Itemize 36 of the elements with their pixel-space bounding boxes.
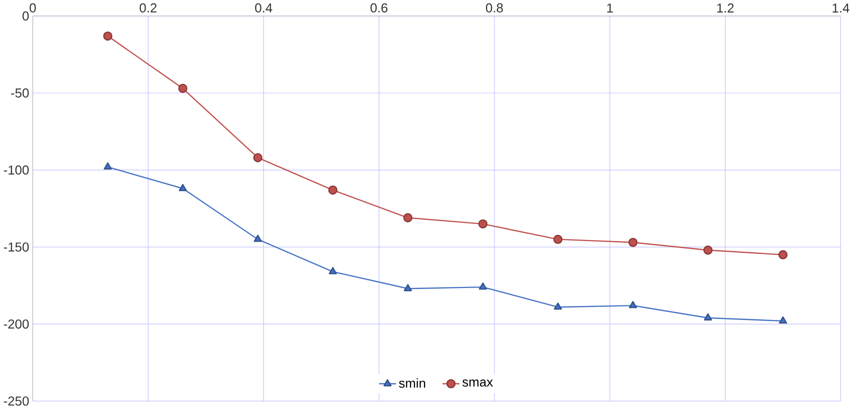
x-tick-label: 0.6: [370, 3, 388, 12]
point: [628, 238, 638, 248]
point: [254, 234, 262, 242]
point: [704, 313, 712, 320]
x-tick-label: 0.4: [255, 3, 272, 12]
x-tick-label: 0.2: [140, 3, 157, 12]
point: [778, 250, 788, 260]
point: [328, 185, 338, 195]
point: [328, 267, 337, 274]
point: [554, 302, 562, 310]
point: [178, 84, 188, 93]
y-tick-label: -250: [4, 396, 29, 406]
point: [478, 219, 488, 229]
x-tick-label: 1: [607, 4, 613, 12]
y-tick-label: -150: [4, 242, 29, 252]
point: [703, 246, 713, 255]
y-tick-label: -200: [4, 319, 29, 329]
y-tick-label: 0: [22, 11, 29, 21]
point: [778, 316, 788, 324]
y-tick-label: -50: [11, 88, 29, 98]
point: [103, 31, 112, 41]
legend-label: smin: [398, 378, 426, 388]
point: [553, 234, 562, 244]
x-tick-label: 1.2: [717, 3, 734, 12]
y-tick-label: -100: [4, 165, 29, 175]
legend-label: smax: [462, 380, 493, 387]
point: [628, 300, 637, 308]
point: [404, 284, 412, 292]
point: [178, 184, 187, 192]
point: [403, 213, 412, 222]
x-tick-label: 1.4: [832, 4, 850, 12]
point: [104, 162, 112, 170]
point: [253, 153, 262, 162]
point: [478, 282, 487, 290]
x-tick-label: 0: [30, 3, 36, 12]
x-tick-label: 0.8: [486, 3, 503, 12]
